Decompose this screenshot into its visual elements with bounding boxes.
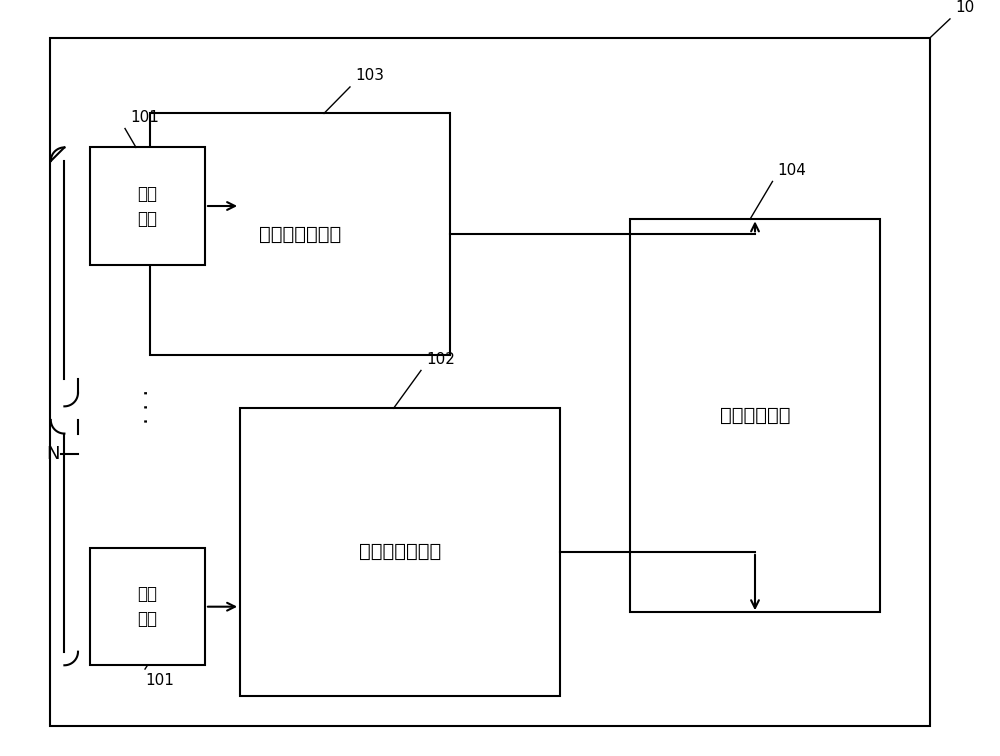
Text: · · ·: · · · [138, 389, 158, 424]
Bar [90, 147, 205, 265]
Text: 运算
单元: 运算 单元 [138, 585, 158, 628]
Bar [150, 113, 450, 355]
Text: 第二寄存器模块: 第二寄存器模块 [259, 225, 341, 244]
Text: 滤波处理模块: 滤波处理模块 [720, 406, 790, 426]
Bar [50, 38, 930, 726]
Text: 102: 102 [426, 352, 455, 367]
Text: 10: 10 [955, 0, 974, 15]
Text: N: N [47, 445, 60, 463]
Bar [90, 548, 205, 665]
Bar [630, 219, 880, 612]
Text: 101: 101 [130, 110, 159, 125]
Text: 运算
单元: 运算 单元 [138, 184, 158, 228]
Text: 104: 104 [778, 163, 806, 178]
Text: 103: 103 [355, 68, 384, 83]
Text: 101: 101 [145, 673, 174, 688]
Text: 第一寄存器模块: 第一寄存器模块 [359, 542, 441, 562]
Bar [240, 408, 560, 696]
